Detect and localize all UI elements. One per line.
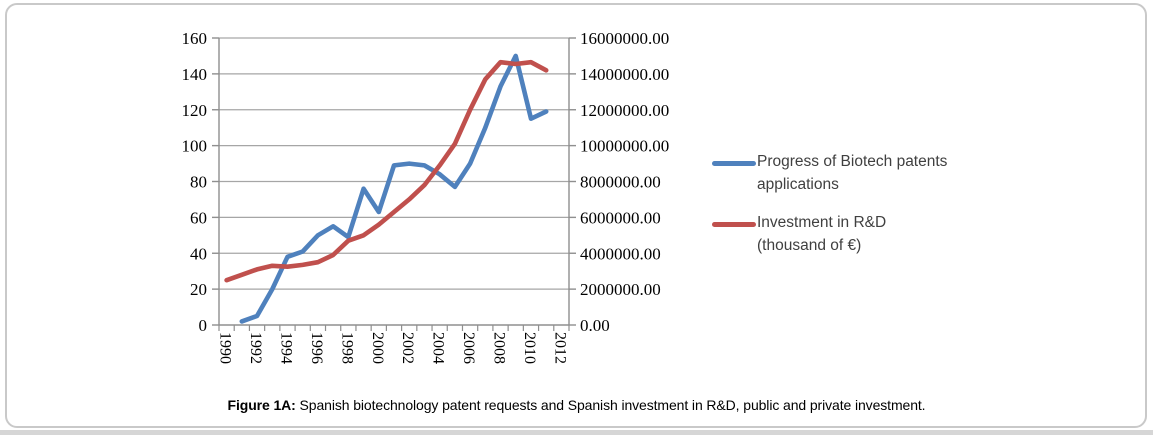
left-tick-label: 120 xyxy=(182,101,208,120)
legend-label-line: (thousand of €) xyxy=(757,237,862,254)
right-tick-label: 0.00 xyxy=(580,316,610,335)
legend-entry-patents: Progress of Biotech patents applications xyxy=(757,150,1027,196)
legend-label-line: Investment in R&D xyxy=(757,214,887,231)
x-tick-label: 1994 xyxy=(277,332,294,364)
x-tick-label: 2010 xyxy=(521,332,538,364)
x-tick-label: 2012 xyxy=(551,332,568,364)
investment-line xyxy=(224,59,549,283)
x-tick-label: 1992 xyxy=(247,332,264,364)
right-tick-label: 12000000.00 xyxy=(580,101,669,120)
legend-label-line: applications xyxy=(757,176,839,193)
figure-caption-label: Figure 1A: xyxy=(227,397,296,413)
right-tick-label: 14000000.00 xyxy=(580,65,669,84)
right-tick-label: 10000000.00 xyxy=(580,137,669,156)
x-tick-label: 2000 xyxy=(369,332,386,364)
right-tick-label: 8000000.00 xyxy=(580,173,661,192)
bottom-divider xyxy=(0,430,1153,435)
left-tick-label: 140 xyxy=(182,65,208,84)
x-tick-label: 2002 xyxy=(399,332,416,364)
legend-label-line: Progress of Biotech patents xyxy=(757,153,948,170)
patents-line xyxy=(239,53,549,324)
x-tick-label: 2006 xyxy=(460,332,477,364)
figure-caption-text: Spanish biotechnology patent requests an… xyxy=(295,397,926,413)
x-tick-label: 2008 xyxy=(491,332,508,364)
x-tick-label: 1990 xyxy=(217,332,234,364)
x-tick-label: 1996 xyxy=(308,332,325,364)
x-tick-label: 2004 xyxy=(430,332,447,364)
left-tick-label: 100 xyxy=(182,137,208,156)
x-tick-label: 1998 xyxy=(338,332,355,364)
legend-swatch-patents xyxy=(712,161,756,166)
left-tick-label: 0 xyxy=(199,316,208,335)
left-tick-label: 160 xyxy=(182,29,208,48)
legend-swatch-investment xyxy=(712,222,756,227)
left-tick-label: 20 xyxy=(190,280,207,299)
left-tick-label: 40 xyxy=(190,244,207,263)
legend-entry-investment: Investment in R&D (thousand of €) xyxy=(757,211,1027,257)
right-tick-label: 6000000.00 xyxy=(580,208,661,227)
right-tick-label: 4000000.00 xyxy=(580,244,661,263)
left-tick-label: 60 xyxy=(190,208,207,227)
right-tick-label: 2000000.00 xyxy=(580,280,661,299)
figure-caption: Figure 1A: Spanish biotechnology patent … xyxy=(0,397,1153,413)
left-tick-label: 80 xyxy=(190,173,207,192)
right-tick-label: 16000000.00 xyxy=(580,29,669,48)
